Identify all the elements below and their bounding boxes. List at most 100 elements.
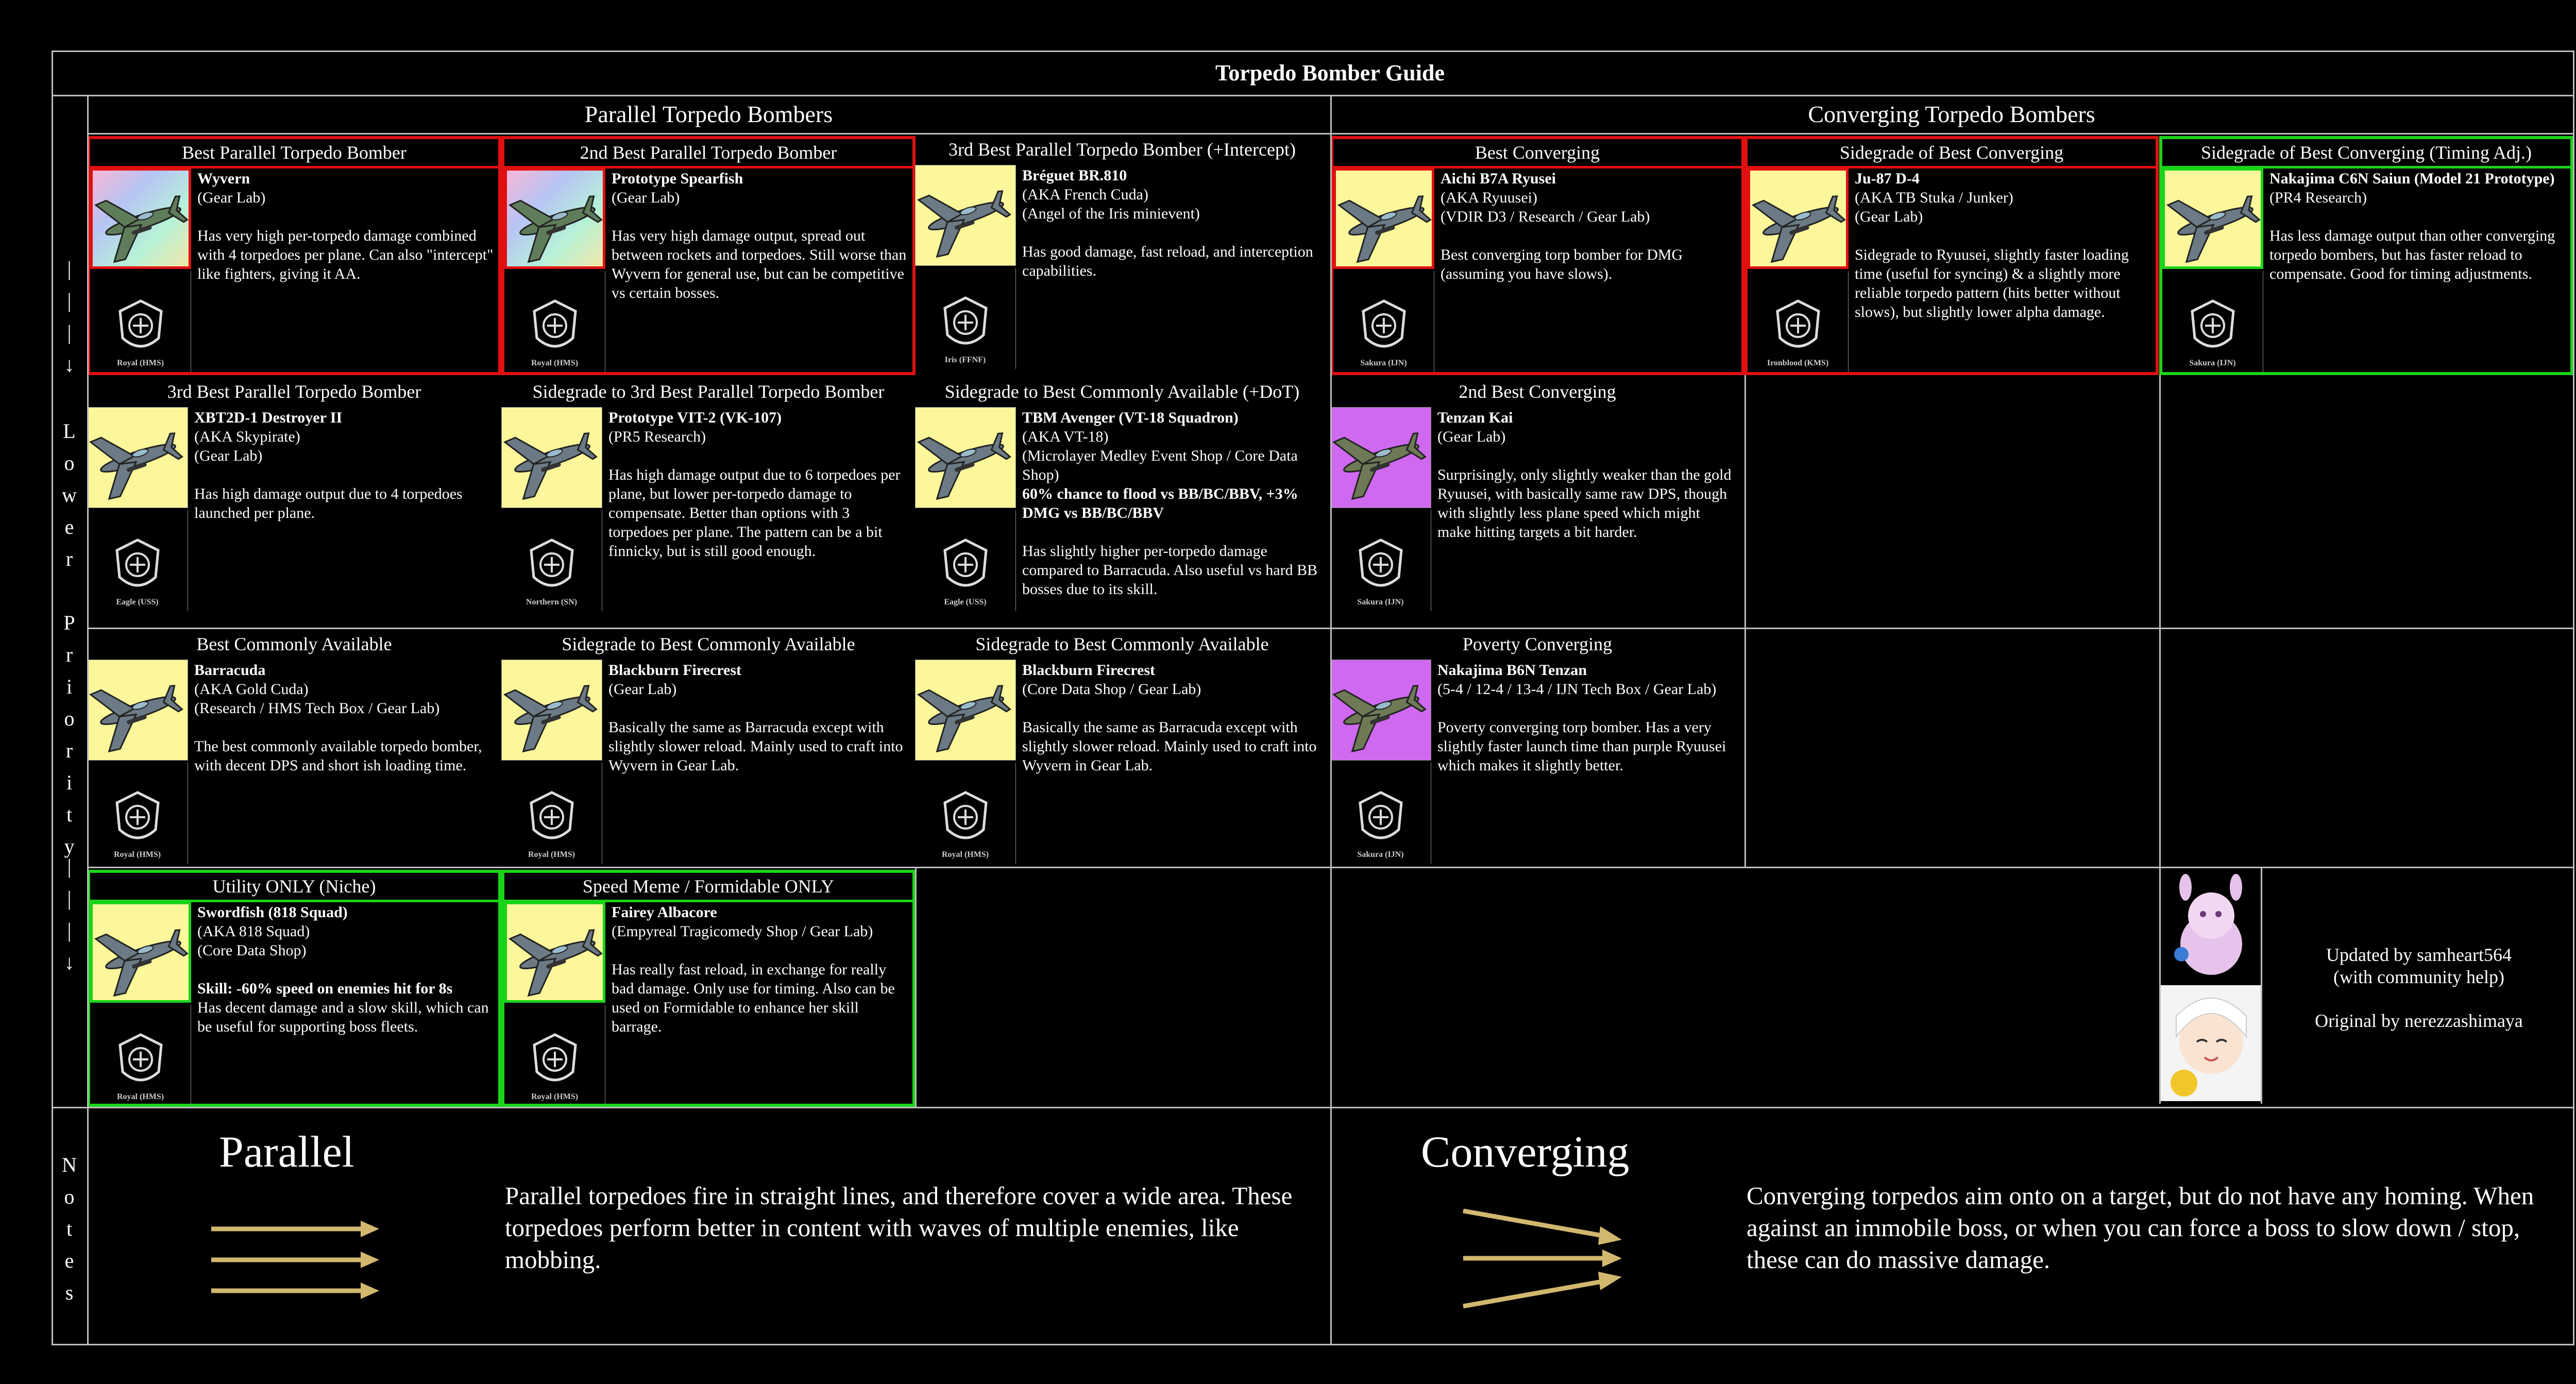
equipment-source: (Core Data Shop) bbox=[197, 942, 307, 959]
plane-image bbox=[1330, 660, 1431, 761]
faction-emblem: Ironblood (KMS) bbox=[1748, 271, 1849, 372]
faction-emblem-icon bbox=[118, 1033, 163, 1082]
equipment-notes: Has good damage, fast reload, and interc… bbox=[1022, 243, 1313, 279]
plane-icon bbox=[503, 432, 598, 500]
side-letter: e bbox=[64, 515, 74, 538]
side-letter: P bbox=[63, 611, 75, 634]
equipment-notes: Has very high per-torpedo damage combine… bbox=[197, 227, 494, 282]
equipment-name: Ju-87 D-4 bbox=[1855, 170, 1920, 187]
parallel-group-header: Parallel Torpedo Bombers bbox=[584, 100, 833, 127]
faction-emblem: Royal (HMS) bbox=[90, 271, 191, 372]
equipment-notes: Basically the same as Barracuda except w… bbox=[608, 719, 903, 774]
guide-cell: Poverty Converging Sakura (IJN) Nakajima … bbox=[1330, 631, 1744, 867]
equipment-description: Blackburn Firecrest (Core Data Shop / Gea… bbox=[1022, 661, 1321, 775]
side-letter: i bbox=[66, 771, 73, 794]
side-letter: ↓ bbox=[64, 353, 75, 376]
grid-line bbox=[2159, 375, 2161, 867]
equipment-notes: Has less damage output than other conver… bbox=[2269, 227, 2555, 282]
guide-cell: Best Converging Sakura (IJN) Aichi B7A Ry… bbox=[1330, 136, 1744, 375]
guide-cell: 2nd Best Converging Sakura (IJN) Tenzan K… bbox=[1330, 378, 1744, 628]
grid-line bbox=[87, 95, 89, 1345]
parallel-notes-title: Parallel bbox=[219, 1127, 354, 1176]
cell-header: Sidegrade of Best Converging (Timing Adj… bbox=[2162, 139, 2570, 168]
equipment-description: Aichi B7A Ryusei (AKA Ryuusei) (VDIR D3 / … bbox=[1440, 169, 1739, 283]
equipment-name: Barracuda bbox=[194, 662, 266, 679]
equipment-description: Tenzan Kai (Gear Lab) Surprisingly, only s… bbox=[1437, 408, 1736, 542]
faction-label: Sakura (IJN) bbox=[2189, 359, 2236, 367]
parallel-notes-text: Parallel torpedoes fire in straight line… bbox=[505, 1182, 1293, 1274]
equipment-notes: Has high damage output due to 4 torpedoe… bbox=[194, 485, 463, 521]
equipment-source: (Microlayer Medley Event Shop / Core Dat… bbox=[1022, 447, 1298, 483]
plane-icon bbox=[1332, 432, 1427, 500]
equipment-name: Wyvern bbox=[197, 170, 250, 187]
faction-emblem-icon bbox=[115, 538, 160, 587]
cell-header: Speed Meme / Formidable ONLY bbox=[504, 873, 912, 902]
faction-emblem: Eagle (USS) bbox=[915, 510, 1016, 611]
converging-arrows-icon bbox=[1463, 1208, 1622, 1309]
plane-image bbox=[915, 407, 1016, 508]
equipment-name: Nakajima B6N Tenzan bbox=[1437, 662, 1587, 679]
guide-cell: Sidegrade of Best Converging (Timing Adj… bbox=[2159, 136, 2573, 375]
side-letter: r bbox=[65, 547, 73, 570]
faction-label: Royal (HMS) bbox=[528, 850, 575, 859]
plane-icon bbox=[1751, 195, 1846, 263]
faction-emblem-icon bbox=[943, 791, 988, 839]
faction-emblem-icon bbox=[1358, 791, 1403, 839]
grid-line bbox=[52, 50, 2573, 52]
equipment-name: Bréguet BR.810 bbox=[1022, 167, 1127, 184]
credits: Updated by samheart564 (with community h… bbox=[2277, 944, 2561, 1032]
equipment-name: Nakajima C6N Saiun (Model 21 Prototype) bbox=[2269, 170, 2555, 187]
plane-image bbox=[915, 165, 1016, 266]
faction-emblem: Sakura (IJN) bbox=[1333, 271, 1434, 372]
equipment-source: (Gear Lab) bbox=[194, 447, 263, 464]
grid-line bbox=[52, 95, 2573, 96]
side-letter: i bbox=[66, 675, 73, 698]
equipment-source: (AKA Gold Cuda) bbox=[194, 681, 309, 698]
plane-icon bbox=[94, 929, 189, 997]
equipment-name: Fairey Albacore bbox=[612, 904, 717, 921]
faction-label: Iris (FFNF) bbox=[944, 356, 986, 364]
faction-label: Royal (HMS) bbox=[941, 850, 989, 859]
converging-group-header: Converging Torpedo Bombers bbox=[1808, 100, 2095, 127]
credit-original: Original by nerezzashimaya bbox=[2315, 1010, 2523, 1031]
side-letter: e bbox=[64, 1249, 74, 1272]
plane-image bbox=[87, 660, 188, 761]
equipment-source: (Gear Lab) bbox=[612, 189, 680, 206]
faction-label: Sakura (IJN) bbox=[1357, 598, 1404, 606]
plane-icon bbox=[503, 685, 598, 753]
faction-emblem: Iris (FFNF) bbox=[915, 268, 1016, 369]
cell-header: Sidegrade to 3rd Best Parallel Torpedo B… bbox=[532, 381, 885, 402]
grid-line bbox=[52, 50, 53, 1345]
side-letter: r bbox=[65, 643, 73, 666]
guide-cell: Best Commonly Available Royal (HMS) Barra… bbox=[87, 631, 501, 867]
grid-line bbox=[1330, 95, 1332, 1345]
equipment-source: (Gear Lab) bbox=[197, 189, 266, 206]
equipment-name: TBM Avenger (VT-18 Squadron) bbox=[1022, 409, 1239, 426]
equipment-source: (Empyreal Tragicomedy Shop / Gear Lab) bbox=[612, 923, 873, 940]
side-letter: | bbox=[67, 257, 72, 280]
faction-emblem: Royal (HMS) bbox=[504, 271, 605, 372]
grid-line bbox=[1744, 628, 2573, 629]
faction-emblem-icon bbox=[529, 791, 574, 839]
side-arrow-upper: | | | ↓ bbox=[52, 247, 87, 386]
equipment-source: (PR4 Research) bbox=[2269, 189, 2367, 206]
equipment-name: Aichi B7A Ryusei bbox=[1440, 170, 1556, 187]
equipment-source: (Core Data Shop / Gear Lab) bbox=[1022, 681, 1201, 698]
plane-icon bbox=[917, 432, 1011, 500]
faction-emblem: Northern (SN) bbox=[501, 510, 602, 611]
equipment-name: Prototype Spearfish bbox=[612, 170, 743, 187]
side-letter: o bbox=[64, 451, 75, 475]
faction-emblem-icon bbox=[1358, 538, 1403, 587]
equipment-source: (Gear Lab) bbox=[1437, 428, 1506, 445]
equipment-source: (AKA Skypirate) bbox=[194, 428, 300, 445]
faction-label: Royal (HMS) bbox=[531, 359, 579, 367]
faction-emblem: Sakura (IJN) bbox=[2162, 271, 2263, 372]
guide-cell: Speed Meme / Formidable ONLY Royal (HMS)… bbox=[501, 870, 916, 1107]
plane-image bbox=[501, 407, 602, 508]
side-letter: | bbox=[67, 289, 72, 312]
equipment-notes: Has slightly higher per-torpedo damage c… bbox=[1022, 543, 1318, 598]
equipment-notes: Sidegrade to Ryuusei, slightly faster lo… bbox=[1855, 246, 2129, 320]
equipment-description: Prototype VIT-2 (VK-107) (PR5 Research) Ha… bbox=[608, 408, 907, 561]
